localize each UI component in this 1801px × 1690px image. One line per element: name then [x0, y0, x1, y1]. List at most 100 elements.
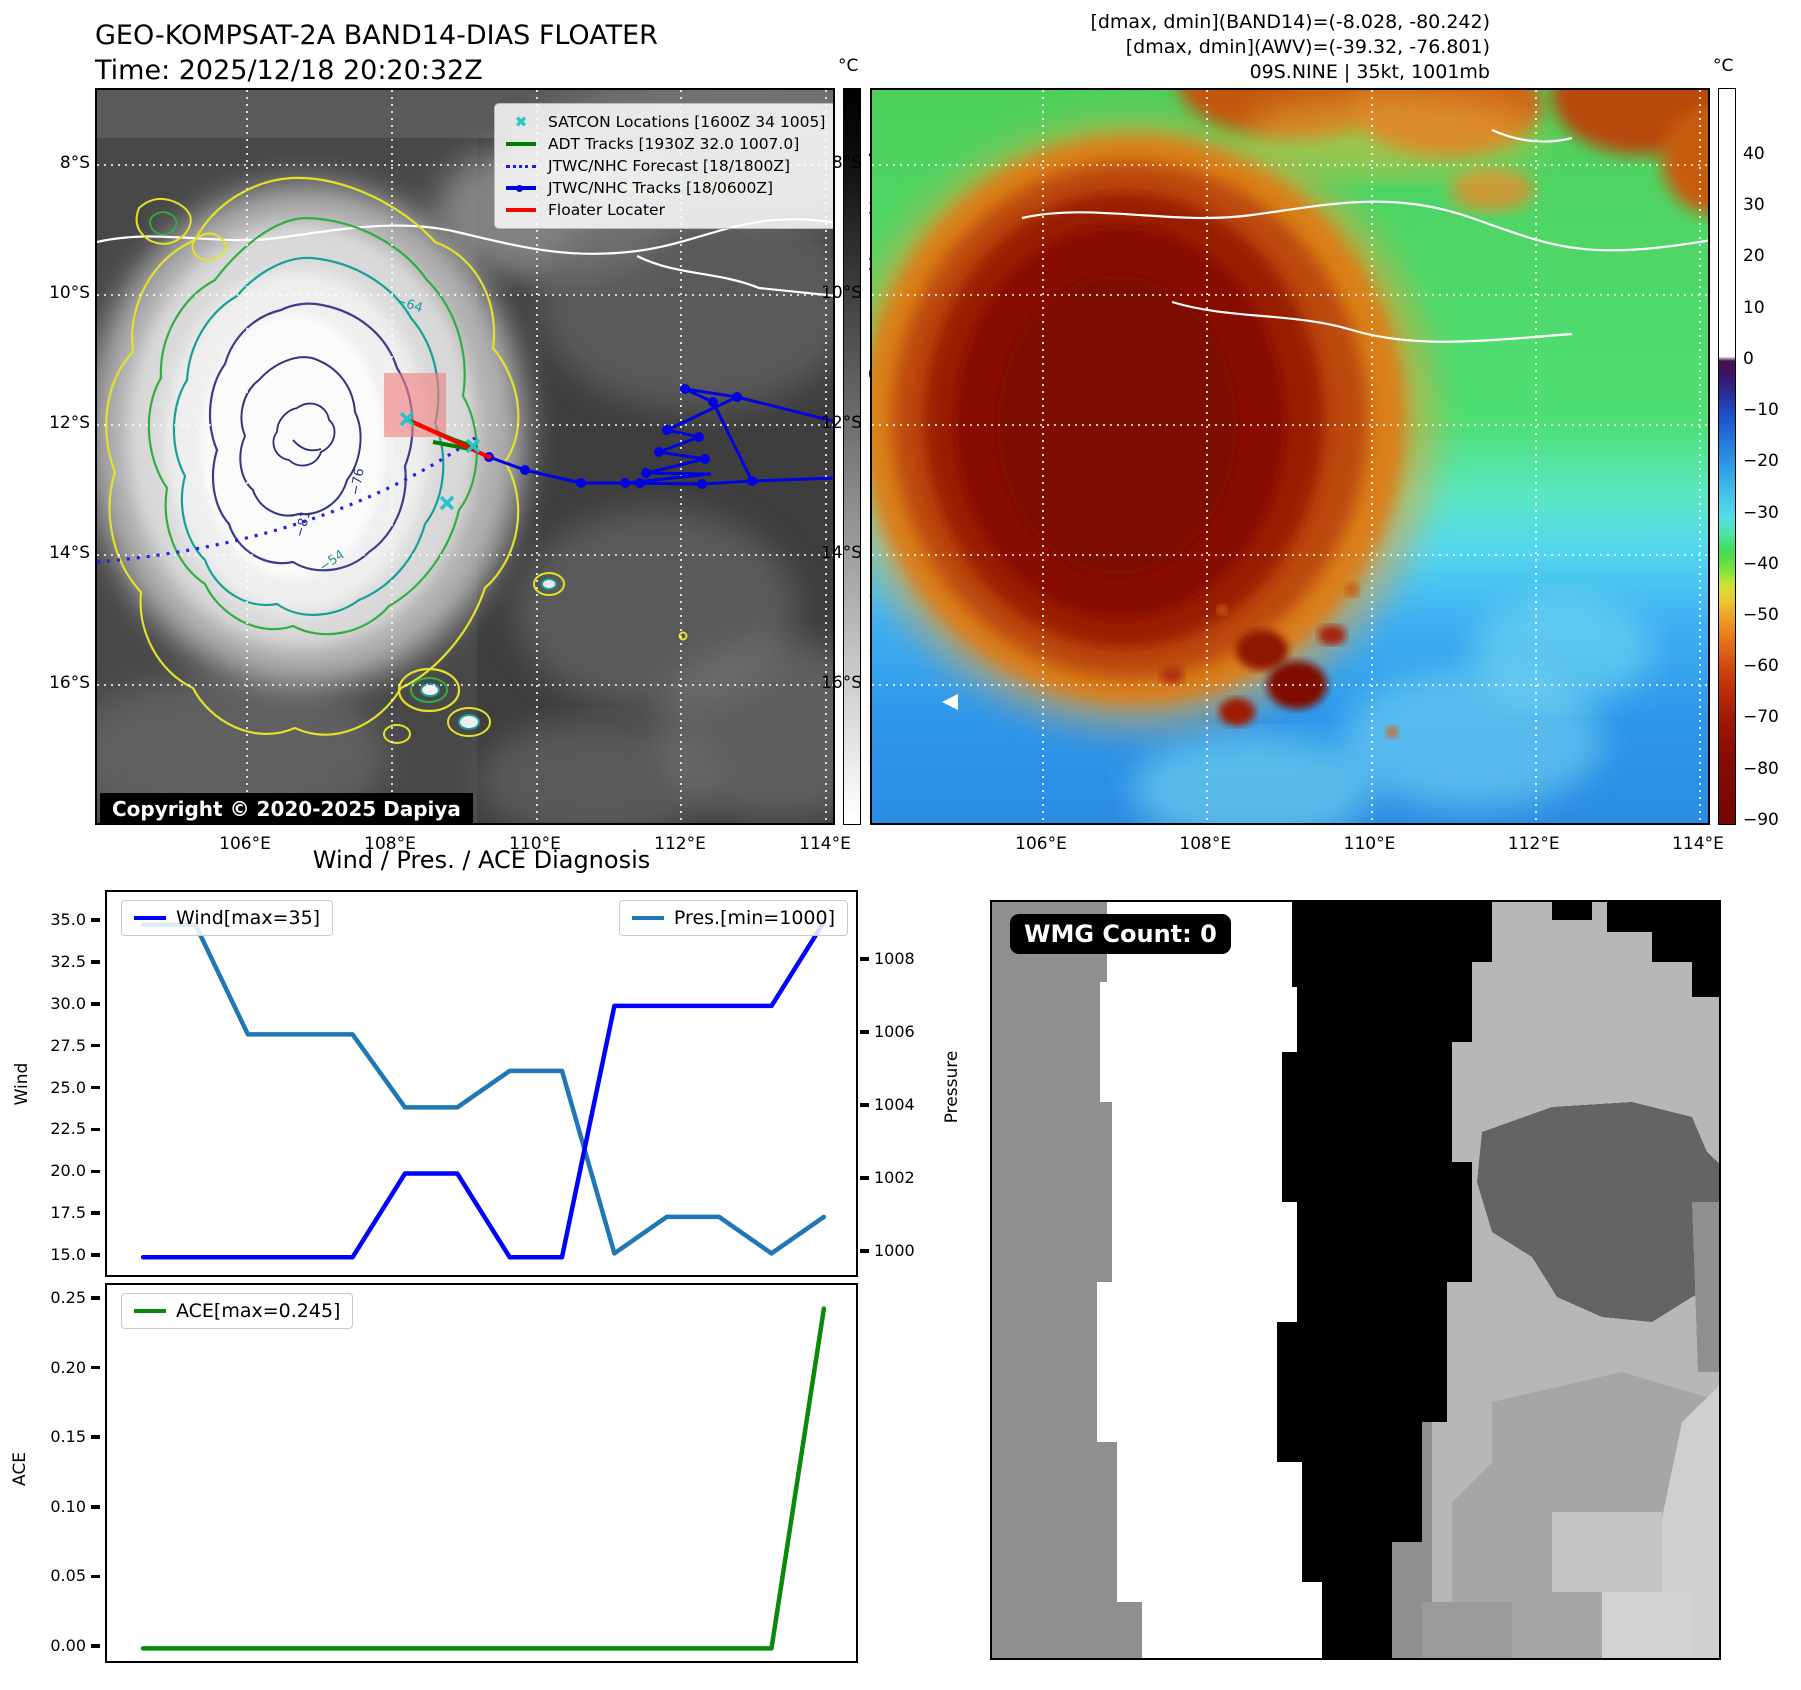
x-tick-label: 108°E [1179, 834, 1232, 854]
x-tick-label: 110°E [509, 834, 561, 854]
wind-legend: Wind[max=35] [121, 900, 334, 936]
awv-y-axis: 8°S 10°S 12°S 14°S 16°S [810, 153, 862, 693]
legend-item-adt: ADT Tracks [1930Z 32.0 1007.0] [504, 133, 833, 155]
pressure-y-tick: 1008 [860, 949, 926, 969]
wind-y-tick: 32.5 [34, 952, 100, 972]
wind-y-tick: 20.0 [34, 1161, 100, 1181]
x-tick-label: 112°E [1507, 834, 1560, 854]
colorbar-tick-label: 30 [1743, 195, 1765, 216]
awv-map-panel [870, 88, 1710, 825]
y-tick-label: 14°S [49, 543, 90, 563]
wmg-image [992, 902, 1719, 1658]
pressure-legend-label: Pres.[min=1000] [673, 907, 835, 929]
wind-y-tick: 17.5 [34, 1203, 100, 1223]
x-tick-label: 106°E [219, 834, 271, 854]
colorbar-tick-label: 10 [1743, 297, 1765, 318]
ace-legend-label: ACE[max=0.245] [176, 1300, 341, 1322]
wind-y-tick: 30.0 [34, 994, 100, 1014]
wind-y-axis: 35.0 32.5 30.0 27.5 25.0 22.5 20.0 17.5 15.0 [34, 910, 100, 1265]
wind-y-tick: 15.0 [34, 1245, 100, 1265]
map-grid [872, 90, 1708, 823]
pressure-legend-swatch [631, 915, 664, 921]
colorbar-tick-label: 40 [1743, 144, 1765, 164]
page-title: GEO-KOMPSAT-2A BAND14-DIAS FLOATER [95, 20, 658, 51]
satcon-markers [399, 411, 481, 511]
satcon-x-icon: ✖ [514, 113, 528, 131]
colorbar-tick-label: −70 [1743, 707, 1779, 728]
y-tick-label: 12°S [821, 413, 862, 433]
cold-cloud-core [872, 120, 1437, 730]
warm-cloud-patches [1178, 90, 1708, 215]
legend-item-tracks: JTWC/NHC Tracks [18/0600Z] [504, 177, 833, 199]
x-tick-label: 108°E [364, 834, 416, 854]
wind-legend-swatch [134, 915, 166, 921]
wmg-black-band [1277, 902, 1492, 1658]
y-tick-label: 16°S [821, 673, 862, 693]
timestamp: Time: 2025/12/18 20:20:32Z [95, 55, 483, 86]
wmg-white-region [1097, 902, 1437, 1658]
info-storm: 09S.NINE | 35kt, 1001mb [1249, 61, 1490, 83]
storm-cloud-mass [97, 185, 525, 685]
floater-target-box [384, 373, 446, 437]
copyright-badge: Copyright © 2020-2025 Dapiya [100, 793, 473, 823]
wmg-dark-blob [1477, 1102, 1719, 1322]
coastline [1021, 128, 1708, 343]
band14-colorbar [843, 88, 861, 825]
wind-pressure-chart: Wind[max=35] Pres.[min=1000] [105, 890, 858, 1277]
ace-y-tick: 0.20 [34, 1358, 100, 1378]
legend-item-forecast: JTWC/NHC Forecast [18/1800Z] [504, 155, 833, 177]
ace-y-tick: 0.10 [34, 1497, 100, 1517]
awv-colorbar-ticks: 40 30 20 10 0 −10 −20 −30 −40 −50 −60 −70 −80 −90 [1743, 144, 1787, 830]
awv-x-axis: 106°E 108°E 110°E 112°E 114°E [1001, 834, 1738, 854]
legend-item-satcon: ✖ SATCON Locations [1600Z 34 1005] [504, 111, 833, 133]
y-tick-label: 10°S [821, 283, 862, 303]
ace-axis-label: ACE [10, 1452, 30, 1486]
wind-marker [942, 694, 958, 710]
x-tick-label: 112°E [654, 834, 706, 854]
wmg-count-badge: WMG Count: 0 [1010, 914, 1231, 954]
wind-y-tick: 35.0 [34, 910, 100, 930]
ace-y-tick: 0.00 [34, 1636, 100, 1656]
band14-map-panel: −64 −76 −81 −54 [95, 88, 835, 825]
y-tick-label: 16°S [49, 673, 90, 693]
legend-label: ADT Tracks [1930Z 32.0 1007.0] [548, 135, 800, 153]
svg-text:−81: −81 [292, 509, 314, 540]
chart-title: Wind / Pres. / ACE Diagnosis [312, 846, 651, 874]
wmg-panel: WMG Count: 0 [990, 900, 1721, 1660]
pressure-y-tick: 1004 [860, 1095, 926, 1115]
y-tick-label: 12°S [49, 413, 90, 433]
info-awv: [dmax, dmin](AWV)=(-39.32, -76.801) [1125, 36, 1490, 58]
wind-legend-label: Wind[max=35] [176, 907, 321, 929]
colorbar-tick-label: −90 [1743, 809, 1779, 830]
ace-y-tick: 0.05 [34, 1566, 100, 1586]
colorbar-tick-label: 20 [1743, 246, 1765, 267]
legend-label: Floater Locater [548, 201, 665, 219]
pressure-y-tick: 1000 [860, 1241, 926, 1261]
ace-chart: ACE[max=0.245] [105, 1283, 858, 1663]
colorbar-tick-label: −80 [1743, 758, 1779, 779]
awv-colorbar [1718, 88, 1736, 825]
legend-label: JTWC/NHC Forecast [18/1800Z] [548, 157, 791, 175]
convective-speckles [1160, 583, 1398, 738]
legend-label: SATCON Locations [1600Z 34 1005] [548, 113, 826, 131]
colorbar-tick-label: −40 [1743, 553, 1779, 574]
dotted-line-icon [504, 159, 538, 173]
colorbar-tick-label: 0 [1743, 348, 1754, 369]
x-tick-label: 106°E [1015, 834, 1067, 854]
wind-axis-label: Wind [12, 1062, 32, 1106]
ace-legend-swatch [134, 1308, 166, 1314]
ace-y-axis: 0.25 0.20 0.15 0.10 0.05 0.00 [34, 1288, 100, 1656]
y-tick-label: 10°S [49, 283, 90, 303]
colorbar-tick-label: −30 [1743, 502, 1779, 523]
legend-item-floater: Floater Locater [504, 199, 833, 221]
x-tick-label: 114°E [1672, 834, 1724, 854]
ace-plot [140, 1306, 827, 1651]
y-tick-label: 8°S [59, 153, 90, 173]
x-tick-label: 110°E [1343, 834, 1396, 854]
pressure-y-tick: 1006 [860, 1022, 926, 1042]
green-line-icon [504, 137, 538, 151]
colorbar-tick-label: −50 [1743, 604, 1779, 625]
legend-label: JTWC/NHC Tracks [18/0600Z] [548, 179, 774, 197]
y-tick-label: 14°S [821, 543, 862, 563]
wmg-black-patch [1607, 902, 1719, 997]
